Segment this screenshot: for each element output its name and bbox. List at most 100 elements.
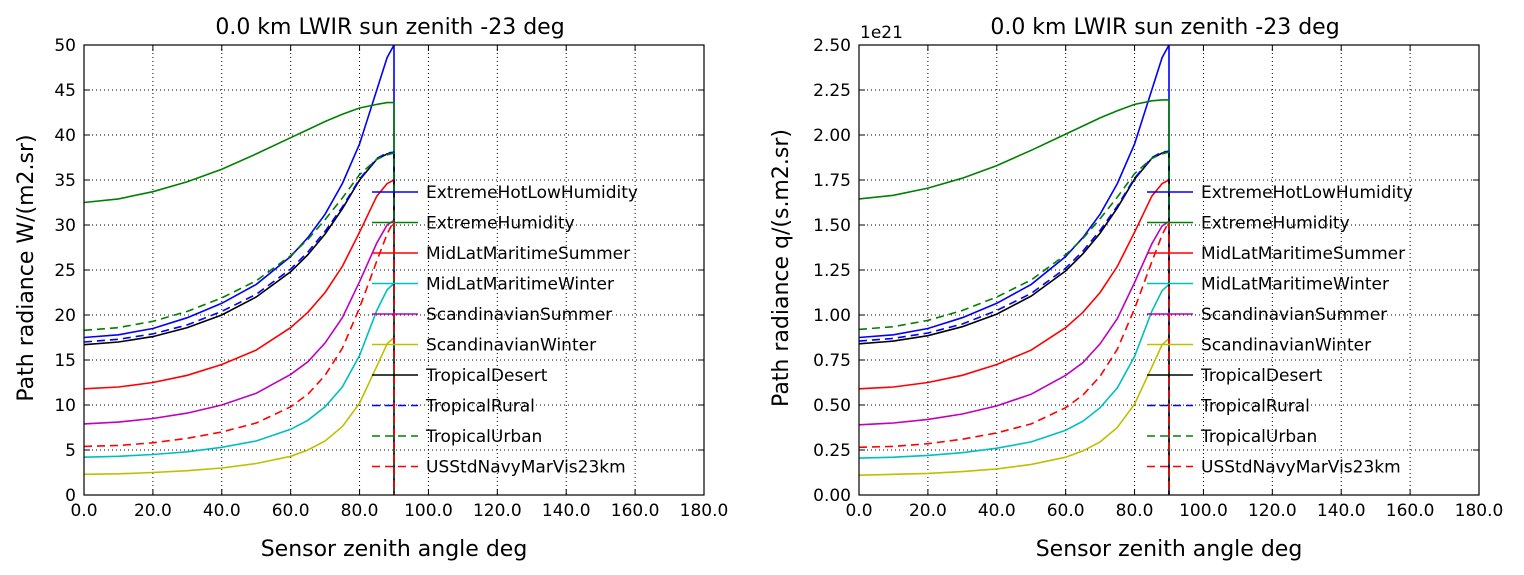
y-tick-label: 1.50 [813, 216, 851, 236]
legend-item: ScandinavianWinter [1147, 336, 1371, 356]
series-line-USStdNavyMarVis23km [83, 220, 395, 495]
y-tick-label: 0.00 [813, 486, 851, 506]
legend-item: MidLatMaritimeSummer [372, 244, 630, 264]
legend-label: TropicalUrban [1200, 427, 1317, 447]
y-tick-label: 45 [54, 81, 76, 101]
y-tick-label: 10 [54, 396, 76, 416]
right-ticks: 0.0 20.0 40.0 60.0 80.0 100.0 120.0 140.0 160.0 1… [813, 36, 1503, 521]
series-line-ScandinavianWinter [83, 335, 395, 495]
legend-item: TropicalRural [1147, 397, 1310, 417]
x-tick-label: 60.0 [272, 501, 310, 521]
legend-item: TropicalDesert [1147, 366, 1323, 386]
y-tick-label: 50 [54, 36, 76, 56]
right-series-lines [858, 44, 1170, 495]
y-tick-label: 15 [54, 351, 76, 371]
x-tick-label: 140.0 [1317, 501, 1366, 521]
legend-label: TropicalRural [1200, 397, 1310, 417]
y-tick-label: 25 [54, 261, 76, 281]
series-line-TropicalRural [858, 150, 1170, 495]
series-line-MidLatMaritimeSummer [858, 178, 1170, 495]
legend-label: ScandinavianWinter [426, 336, 596, 356]
legend-item: ScandinavianWinter [372, 336, 596, 356]
series-line-ExtremeHotLowHumidity [858, 44, 1170, 495]
x-tick-label: 20.0 [909, 501, 947, 521]
x-tick-label: 180.0 [1455, 501, 1504, 521]
x-tick-label: 0.0 [70, 501, 97, 521]
legend-item: MidLatMaritimeWinter [372, 275, 614, 295]
y-tick-label: 20 [54, 306, 76, 326]
x-tick-label: 140.0 [542, 501, 591, 521]
legend-label: TropicalRural [425, 397, 535, 417]
right-chart-ylabel: Path radiance q/(s.m2.sr) [769, 129, 794, 407]
series-line-TropicalUrban [858, 151, 1170, 495]
legend-item: ScandinavianSummer [372, 305, 612, 325]
y-tick-label: 5 [65, 441, 76, 461]
x-tick-label: 0.0 [845, 501, 872, 521]
legend-label: MidLatMaritimeSummer [1201, 244, 1405, 264]
legend-item: TropicalUrban [372, 427, 542, 447]
left-legend: ExtremeHotLowHumidity ExtremeHumidity MidL… [372, 183, 638, 478]
y-tick-label: 35 [54, 171, 76, 191]
left-chart-title: 0.0 km LWIR sun zenith -23 deg [215, 15, 564, 40]
series-line-USStdNavyMarVis23km [858, 221, 1170, 495]
series-line-ExtremeHumidity [83, 101, 395, 495]
y-tick-label: 0 [65, 486, 76, 506]
series-line-ScandinavianSummer [83, 219, 395, 495]
x-tick-label: 120.0 [1248, 501, 1297, 521]
left-chart-panel: 0.0 km LWIR sun zenith -23 deg Sensor ze… [14, 15, 728, 562]
right-chart-title: 0.0 km LWIR sun zenith -23 deg [990, 15, 1339, 40]
legend-label: TropicalDesert [425, 366, 548, 386]
right-legend: ExtremeHotLowHumidity ExtremeHumidity MidL… [1147, 183, 1413, 478]
legend-item: TropicalUrban [1147, 427, 1317, 447]
legend-label: TropicalDesert [1200, 366, 1323, 386]
y-tick-label: 0.50 [813, 396, 851, 416]
series-line-TropicalDesert [858, 151, 1170, 495]
legend-item: TropicalDesert [372, 366, 548, 386]
legend-label: MidLatMaritimeSummer [426, 244, 630, 264]
series-line-ExtremeHumidity [858, 99, 1170, 495]
legend-label: ExtremeHotLowHumidity [426, 183, 638, 203]
x-tick-label: 100.0 [404, 501, 453, 521]
legend-item: ScandinavianSummer [1147, 305, 1387, 325]
y-tick-label: 2.50 [813, 36, 851, 56]
legend-item: ExtremeHumidity [372, 214, 575, 234]
series-line-MidLatMaritimeSummer [83, 178, 395, 495]
x-tick-label: 80.0 [341, 501, 379, 521]
x-tick-label: 120.0 [473, 501, 522, 521]
series-line-ExtremeHotLowHumidity [83, 44, 395, 495]
left-series-lines [83, 44, 395, 495]
y-tick-label: 1.00 [813, 306, 851, 326]
y-tick-label: 0.25 [813, 441, 851, 461]
x-tick-label: 20.0 [134, 501, 172, 521]
series-line-ScandinavianWinter [858, 336, 1170, 495]
series-line-TropicalUrban [83, 151, 395, 495]
x-tick-label: 40.0 [978, 501, 1016, 521]
legend-label: MidLatMaritimeWinter [1201, 275, 1389, 295]
series-line-MidLatMaritimeWinter [858, 282, 1170, 495]
series-line-ScandinavianSummer [858, 219, 1170, 495]
x-tick-label: 100.0 [1179, 501, 1228, 521]
left-ticks: 0.0 20.0 40.0 60.0 80.0 100.0 120.0 140.0 160.0 1… [54, 36, 728, 521]
legend-item: MidLatMaritimeWinter [1147, 275, 1389, 295]
right-chart-panel: 0.0 km LWIR sun zenith -23 deg 1e21 Sens… [769, 15, 1503, 562]
x-tick-label: 180.0 [680, 501, 729, 521]
legend-item: TropicalRural [372, 397, 535, 417]
right-chart-xlabel: Sensor zenith angle deg [1036, 537, 1303, 562]
legend-label: MidLatMaritimeWinter [426, 275, 614, 295]
y-tick-label: 40 [54, 126, 76, 146]
y-tick-label: 30 [54, 216, 76, 236]
x-tick-label: 40.0 [203, 501, 241, 521]
left-chart-xlabel: Sensor zenith angle deg [261, 537, 528, 562]
x-tick-label: 160.0 [1386, 501, 1435, 521]
legend-label: ScandinavianSummer [1201, 305, 1387, 325]
x-tick-label: 60.0 [1047, 501, 1085, 521]
legend-label: USStdNavyMarVis23km [426, 458, 626, 478]
legend-item: USStdNavyMarVis23km [372, 458, 626, 478]
y-tick-label: 1.25 [813, 261, 851, 281]
legend-item: ExtremeHotLowHumidity [372, 183, 638, 203]
legend-label: ExtremeHotLowHumidity [1201, 183, 1413, 203]
legend-item: ExtremeHotLowHumidity [1147, 183, 1413, 203]
legend-item: MidLatMaritimeSummer [1147, 244, 1405, 264]
y-tick-label: 2.00 [813, 126, 851, 146]
y-tick-label: 2.25 [813, 81, 851, 101]
